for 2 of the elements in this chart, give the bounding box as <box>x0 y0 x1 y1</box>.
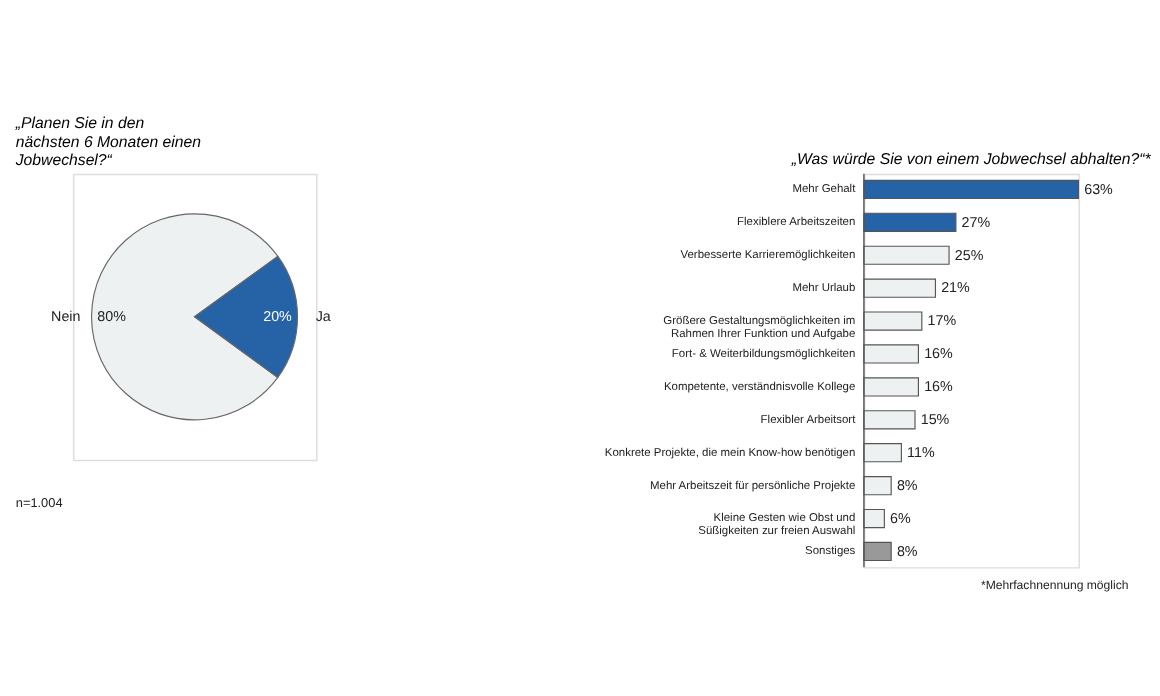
chart-title: „Planen Sie in den nächsten 6 Monaten einen Jobwechsel?“ <box>13 114 203 170</box>
chart-title: „Was würde Sie von einem Jobwechsel abhalten?“* <box>789 150 1153 169</box>
